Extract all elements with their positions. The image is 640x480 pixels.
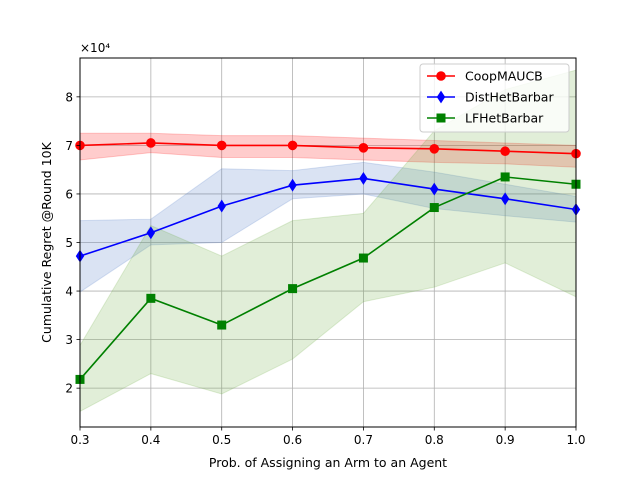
series-lines [79,142,577,380]
x-tick-label: 1.0 [566,433,585,447]
point-coopmaucb [287,140,298,151]
legend-marker [436,71,446,81]
point-coopmaucb [500,146,510,157]
legend-marker [436,113,446,123]
point-lfhetbarbar [146,293,156,303]
legend-marker [436,90,446,104]
legend-label: LFHetBarbar [465,111,544,126]
y-tick-label: 3 [65,333,73,347]
y-tick-label: 4 [65,285,73,299]
point-disthetbarbar [359,171,368,185]
point-disthetbarbar [500,192,510,206]
confidence-bands [79,69,577,413]
y-axis-label: Cumulative Regret @Round 10K [39,141,54,342]
point-coopmaucb [146,138,156,148]
x-axis-label: Prob. of Assigning an Arm to an Agent [209,455,447,470]
x-tick-label: 0.9 [496,433,515,447]
point-disthetbarbar [288,178,297,192]
point-lfhetbarbar [358,253,368,263]
point-coopmaucb [216,140,227,151]
x-tick-label: 0.3 [70,433,89,447]
x-tick-label: 0.5 [212,433,231,447]
axis-ticks: 0.3 0.4 0.5 0.6 0.7 0.8 0.9 1.0 2 3 4 5 6 7 8 [65,90,585,447]
point-lfhetbarbar [288,284,298,294]
y-tick-label: 7 [65,139,73,153]
point-lfhetbarbar [217,320,227,330]
legend-label: CoopMAUCB [465,69,543,84]
point-disthetbarbar [217,199,226,213]
legend-box [419,63,570,133]
y-tick-label: 2 [65,382,73,396]
point-disthetbarbar [430,182,439,196]
x-tick-label: 0.6 [283,433,302,447]
point-coopmaucb [429,143,440,154]
line-coopmaucb [79,142,577,155]
legend: CoopMAUCB DistHetBarbar LFHetBarbar [419,63,570,133]
point-lfhetbarbar [429,203,439,213]
x-tick-label: 0.8 [425,433,444,447]
y-tick-label: 6 [65,187,73,201]
legend-label: DistHetBarbar [465,90,554,105]
point-disthetbarbar [146,226,156,240]
point-coopmaucb [358,143,369,153]
x-tick-label: 0.4 [141,433,160,447]
point-lfhetbarbar [500,172,510,182]
y-scale-multiplier: ×10⁴ [80,41,110,55]
line-disthetbarbar [79,177,577,257]
line-lfhetbarbar [79,176,577,380]
x-tick-label: 0.7 [354,433,373,447]
y-tick-label: 5 [65,236,73,250]
y-tick-label: 8 [65,90,73,104]
